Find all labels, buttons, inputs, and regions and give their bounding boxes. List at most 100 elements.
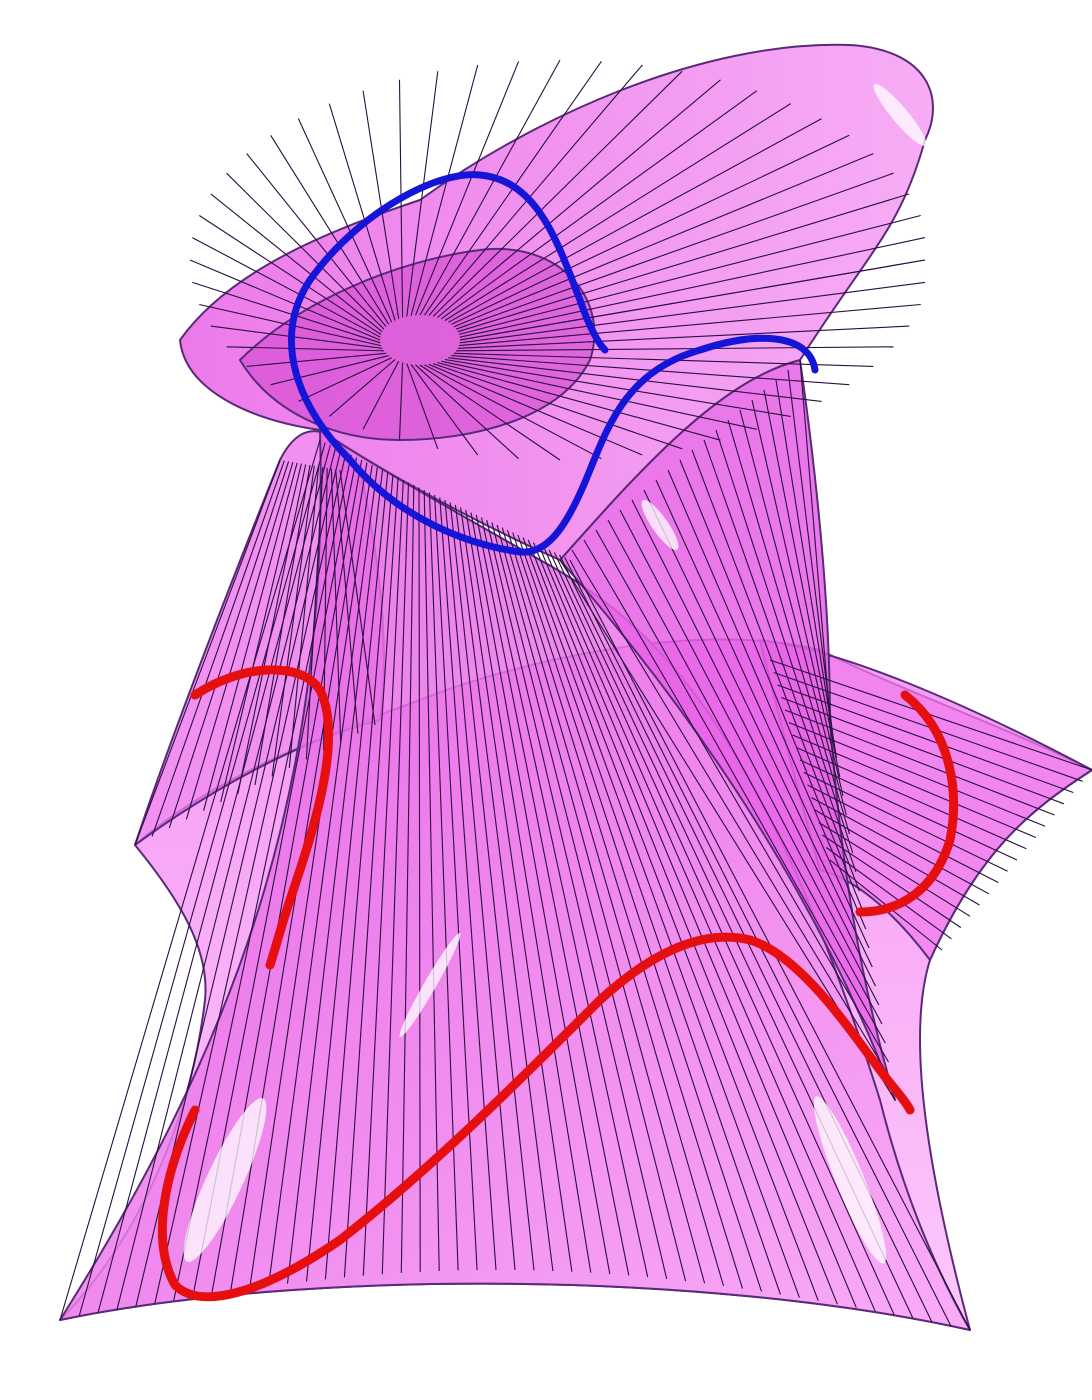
highlight-mid-surface bbox=[399, 932, 461, 1038]
ruling-line bbox=[788, 721, 1046, 827]
ruling-line bbox=[775, 379, 838, 759]
ruling-line bbox=[362, 360, 400, 430]
ruling-line bbox=[480, 517, 649, 1278]
ruling-line bbox=[739, 409, 847, 816]
ruling-line bbox=[210, 193, 383, 333]
ruling-line bbox=[254, 464, 311, 786]
ruling-line bbox=[286, 469, 384, 1284]
ruling-line bbox=[419, 59, 561, 316]
ruling-line bbox=[458, 214, 921, 335]
ruling-line bbox=[440, 90, 758, 320]
ruling-line bbox=[465, 509, 592, 1273]
ruling-line bbox=[457, 325, 910, 349]
ruling-line bbox=[424, 364, 602, 460]
ruling-line bbox=[410, 64, 479, 316]
ruling-line bbox=[434, 494, 478, 1271]
specular-highlights bbox=[183, 83, 927, 1264]
ruling-line bbox=[475, 514, 630, 1276]
ruling-line bbox=[414, 61, 520, 316]
ruling-line bbox=[784, 709, 1055, 816]
curve-right-arc bbox=[855, 690, 959, 917]
ruling-line bbox=[769, 659, 1092, 771]
ruling-line bbox=[432, 70, 683, 317]
ruling-line bbox=[343, 477, 399, 1278]
ruling-line bbox=[822, 834, 962, 928]
ruling-line bbox=[270, 355, 389, 386]
ruling-line bbox=[335, 469, 359, 734]
ruling-line bbox=[97, 444, 331, 1314]
ruling-line bbox=[168, 461, 290, 829]
ruling-line bbox=[459, 259, 926, 341]
ruling-line bbox=[799, 359, 831, 721]
ruling-line bbox=[288, 466, 320, 768]
ruling-line bbox=[444, 358, 791, 417]
ruling-line bbox=[751, 399, 844, 797]
curve-upper-loop bbox=[287, 171, 819, 556]
ruling-line bbox=[814, 809, 980, 906]
ruling-line bbox=[496, 524, 706, 1284]
ruling-line bbox=[548, 549, 895, 1316]
ruling-line bbox=[419, 364, 561, 461]
ruling-line bbox=[210, 325, 383, 349]
highlight-top-rim bbox=[873, 83, 927, 147]
ruling-line bbox=[455, 346, 894, 352]
ruling-line bbox=[799, 759, 1018, 861]
ruling-line bbox=[324, 474, 394, 1280]
highlight-horn bbox=[641, 500, 679, 550]
ruling-line bbox=[362, 90, 400, 319]
ruling-line bbox=[451, 134, 850, 325]
ruling-line bbox=[249, 464, 373, 1289]
ruling-line bbox=[807, 784, 999, 883]
ruling-line bbox=[439, 497, 497, 1270]
ruling-line bbox=[538, 544, 857, 1308]
ruling-line bbox=[328, 359, 396, 417]
ruling-line bbox=[328, 103, 396, 321]
ruling-line bbox=[78, 442, 326, 1317]
ruling-line bbox=[607, 519, 883, 1025]
ruling-line bbox=[522, 537, 800, 1298]
ruling-line bbox=[59, 439, 321, 1321]
ruling-line bbox=[796, 746, 1027, 850]
ruling-line bbox=[192, 237, 381, 338]
ruling-line bbox=[437, 361, 721, 441]
ruling-line bbox=[571, 549, 893, 1082]
curve-left-arc bbox=[190, 665, 334, 970]
ruling-line bbox=[679, 459, 864, 911]
ruling-line bbox=[339, 469, 376, 726]
ruling-line bbox=[381, 482, 410, 1275]
ruling-line bbox=[406, 363, 439, 449]
ruling-line bbox=[506, 529, 744, 1289]
ruling-line bbox=[448, 118, 822, 323]
surface-curves bbox=[157, 171, 959, 1302]
ruling-line bbox=[631, 499, 876, 987]
ruling-line bbox=[457, 193, 910, 333]
ruling-line bbox=[787, 369, 834, 740]
highlight-cone-base bbox=[813, 1096, 887, 1264]
ruling-line bbox=[703, 439, 857, 873]
ruling-line bbox=[330, 468, 342, 743]
ruling-line bbox=[246, 352, 387, 367]
ruling-line bbox=[151, 460, 285, 837]
ruling-line bbox=[116, 447, 337, 1311]
ruling-line bbox=[781, 696, 1065, 805]
ruling-line bbox=[691, 449, 860, 892]
ruling-line bbox=[423, 489, 440, 1272]
ruling-line bbox=[453, 153, 874, 328]
surface-funnel-throat bbox=[239, 247, 596, 441]
ruling-line bbox=[410, 364, 479, 456]
ruling-line bbox=[825, 847, 952, 940]
ruling-line bbox=[189, 259, 381, 341]
ruling-line bbox=[501, 527, 725, 1287]
ruling-line bbox=[246, 153, 387, 328]
ruling-line bbox=[226, 172, 385, 330]
ruling-line bbox=[455, 172, 894, 330]
ruling-line bbox=[415, 364, 519, 460]
ruling-line bbox=[595, 529, 886, 1044]
ruling-line bbox=[453, 352, 874, 367]
ruling-line bbox=[203, 462, 298, 811]
ruling-line bbox=[543, 547, 876, 1312]
ruling-line bbox=[198, 215, 382, 335]
ruling-line bbox=[715, 429, 854, 854]
ruling-line bbox=[271, 465, 315, 777]
